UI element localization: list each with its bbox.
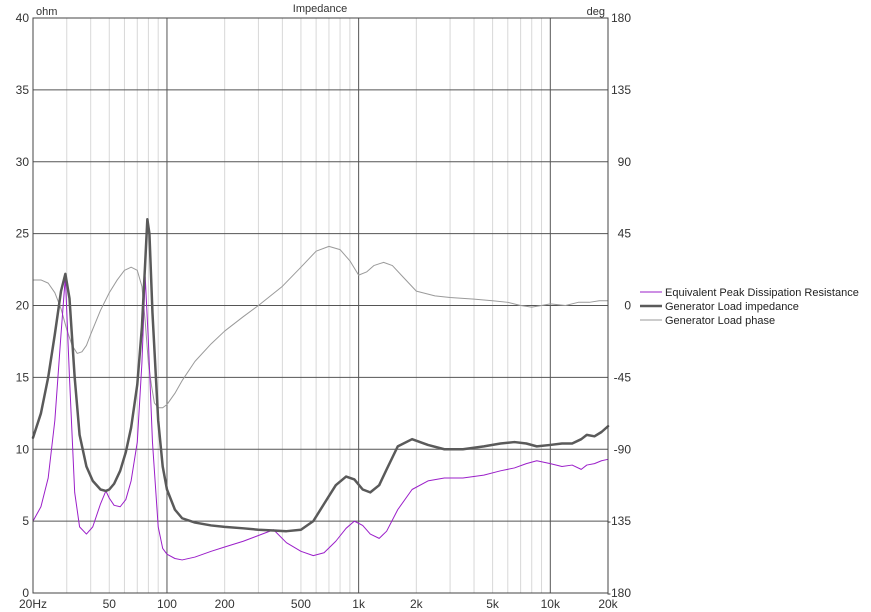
x-tick-label: 20k	[598, 597, 618, 611]
x-tick-label: 100	[157, 597, 177, 611]
x-tick-label: 2k	[410, 597, 424, 611]
y-left-tick-label: 30	[16, 155, 30, 169]
series-layer	[31, 218, 610, 561]
legend: Equivalent Peak Dissipation Resistance G…	[640, 287, 859, 327]
x-tick-label: 500	[291, 597, 311, 611]
y-left-tick-label: 40	[16, 11, 30, 25]
x-tick-label: 50	[103, 597, 117, 611]
legend-label-load-impedance: Generator Load impedance	[665, 301, 799, 313]
y-left-tick-label: 15	[16, 370, 30, 384]
y-right-tick-label: 180	[611, 11, 631, 25]
y-right-tick-label: 135	[611, 83, 631, 97]
series-line-load-phase	[32, 245, 609, 409]
y-right-tick-label: -45	[614, 370, 632, 384]
y-right-tick-label: -135	[607, 514, 631, 528]
y-left-tick-label: 10	[16, 442, 30, 456]
y-right-tick-label: 0	[624, 299, 631, 313]
y-right-tick-label: -180	[607, 586, 631, 600]
y-left-tick-label: 25	[16, 227, 30, 241]
right-axis-unit: deg	[587, 6, 605, 18]
x-tick-label: 20Hz	[19, 597, 47, 611]
chart-title: Impedance	[293, 3, 347, 15]
legend-label-peak-dissipation: Equivalent Peak Dissipation Resistance	[665, 287, 859, 299]
series-line-load-impedance	[31, 218, 610, 533]
y-left-tick-label: 35	[16, 83, 30, 97]
y-right-tick-label: 90	[618, 155, 632, 169]
y-left-tick-label: 5	[22, 514, 29, 528]
y-left-tick-label: 20	[16, 299, 30, 313]
legend-label-load-phase: Generator Load phase	[665, 315, 775, 327]
x-tick-label: 10k	[541, 597, 561, 611]
x-tick-label: 1k	[352, 597, 366, 611]
y-right-tick-label: 45	[618, 227, 632, 241]
left-axis-unit: ohm	[36, 6, 57, 18]
x-tick-label: 5k	[486, 597, 500, 611]
series-line-peak-dissipation	[32, 276, 609, 561]
plot-frame	[32, 17, 609, 594]
x-tick-label: 200	[215, 597, 235, 611]
y-left-tick-label: 0	[22, 586, 29, 600]
y-right-tick-label: -90	[614, 442, 632, 456]
tick-labels: 20Hz 50 100 200 500 1k 2k 5k 10k 20k 0 5 10 15 20 25 30 3…	[16, 11, 632, 611]
